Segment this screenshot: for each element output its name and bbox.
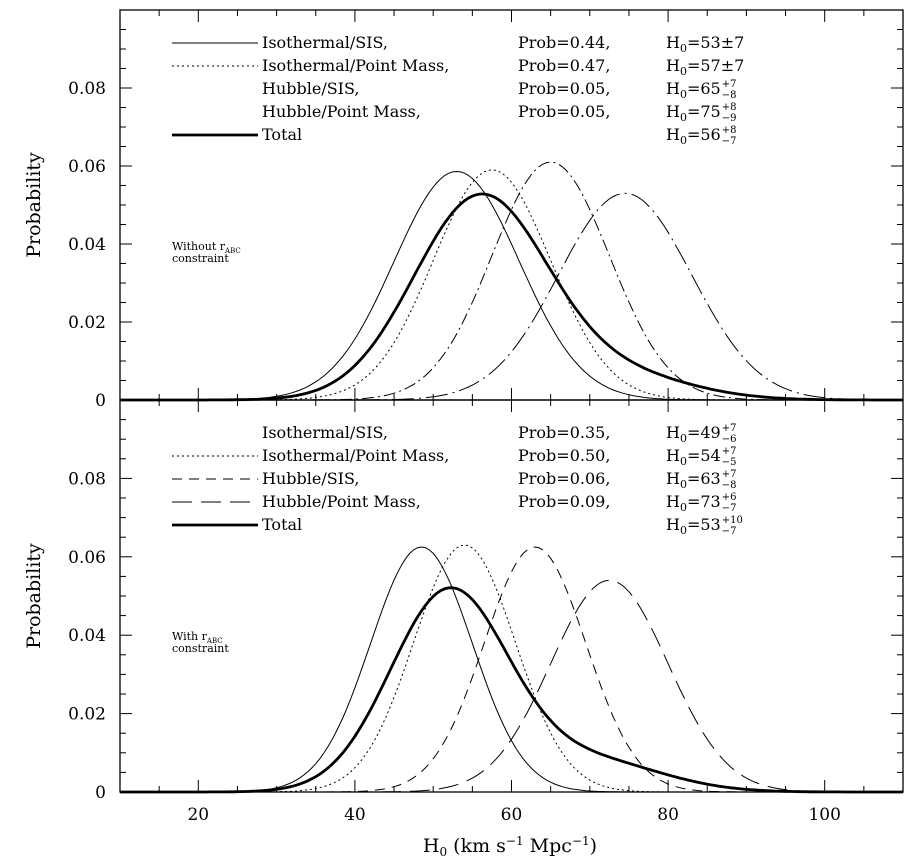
y-tick-label: 0.02 (68, 313, 106, 333)
y-tick-label: 0.06 (68, 548, 106, 568)
x-tick-label: 100 (808, 805, 840, 825)
series-line-1 (120, 544, 903, 793)
series-line-2 (120, 546, 903, 793)
legend-prob: Prob=0.05, (518, 79, 610, 98)
series-line-0 (120, 170, 903, 401)
series-line-3 (120, 192, 903, 401)
y-tick-label: 0.04 (68, 626, 106, 646)
legend-h0: H0=53±7 (666, 33, 744, 55)
legend-label: Hubble/SIS, (262, 469, 359, 488)
y-tick-label: 0.08 (68, 79, 106, 99)
legend-label: Isothermal/SIS, (262, 423, 388, 442)
legend-h0-upper: +7 (722, 423, 737, 434)
panel-bottom: 20 40 60 80 100 0 0.02 0.04 0.06 0.08 Probability I… (23, 399, 904, 825)
series-line-4 (120, 192, 903, 402)
legend-prob: Prob=0.06, (518, 469, 610, 488)
legend-h0: H0=75 (666, 102, 721, 124)
x-tick-label: 80 (657, 805, 679, 825)
legend-h0: H0=63 (666, 469, 721, 491)
legend-label: Isothermal/Point Mass, (262, 446, 449, 465)
legend-h0: H0=73 (666, 492, 721, 514)
plot-frame (119, 399, 904, 793)
legend-h0-lower: −5 (722, 457, 737, 468)
legend-prob: Prob=0.44, (518, 33, 610, 52)
constraint-note: Without rABC (172, 240, 241, 255)
legend-h0-lower: −8 (722, 480, 737, 491)
legend-h0: H0=49 (666, 423, 721, 445)
legend-prob: Prob=0.35, (518, 423, 610, 442)
legend-h0: H0=65 (666, 79, 721, 101)
legend-label: Total (262, 125, 302, 144)
legend-h0-lower: −9 (722, 113, 737, 124)
legend-h0: H0=57±7 (666, 56, 744, 78)
y-tick-label: 0.08 (68, 469, 106, 489)
legend-h0-upper: +8 (722, 125, 737, 136)
y-tick-label: 0 (95, 391, 106, 411)
series-line-0 (120, 546, 903, 793)
legend-h0-lower: −6 (722, 434, 737, 445)
legend-prob: Prob=0.05, (518, 102, 610, 121)
legend-label: Hubble/Point Mass, (262, 492, 421, 511)
y-axis-title: Probability (23, 543, 45, 649)
legend-h0: H0=54 (666, 446, 721, 468)
legend-h0-upper: +7 (722, 469, 737, 480)
legend-label: Isothermal/Point Mass, (262, 56, 449, 75)
series-line-1 (120, 169, 903, 401)
legend-h0-lower: −7 (722, 503, 737, 514)
constraint-note-line2: constraint (172, 252, 229, 265)
y-tick-label: 0.04 (68, 235, 106, 255)
constraint-note-line2: constraint (172, 642, 229, 655)
legend-h0-lower: −7 (722, 526, 737, 537)
legend-prob: Prob=0.09, (518, 492, 610, 511)
series-line-4 (120, 586, 903, 794)
y-axis-title: Probability (23, 152, 45, 258)
legend-prob: Prob=0.47, (518, 56, 610, 75)
legend-h0: H0=53 (666, 515, 721, 537)
y-tick-label: 0 (95, 783, 106, 803)
legend-h0-upper: +8 (722, 102, 737, 113)
legend-h0-upper: +7 (722, 79, 737, 90)
legend-label: Total (262, 515, 302, 534)
x-tick-label: 40 (344, 805, 366, 825)
y-tick-label: 0.06 (68, 157, 106, 177)
x-axis-title: H0 (km s−1 Mpc−1) (423, 834, 597, 859)
y-tick-label: 0.02 (68, 705, 106, 725)
legend-h0: H0=56 (666, 125, 721, 147)
legend-h0-upper: +10 (722, 515, 743, 526)
x-tick-label: 20 (187, 805, 209, 825)
legend-h0-lower: −7 (722, 136, 737, 147)
series-line-2 (120, 161, 903, 401)
x-tick-label: 60 (501, 805, 523, 825)
legend-label: Hubble/Point Mass, (262, 102, 421, 121)
legend-label: Hubble/SIS, (262, 79, 359, 98)
constraint-note: With rABC (172, 630, 223, 645)
plot-frame (119, 9, 904, 401)
legend-label: Isothermal/SIS, (262, 33, 388, 52)
legend-h0-upper: +6 (722, 492, 737, 503)
series-line-3 (120, 579, 903, 793)
legend-prob: Prob=0.50, (518, 446, 610, 465)
panel-top: 0 0.02 0.04 0.06 0.08 Probability Isothermal/S… (23, 9, 904, 411)
legend-h0-upper: +7 (722, 446, 737, 457)
legend-h0-lower: −8 (722, 90, 737, 101)
